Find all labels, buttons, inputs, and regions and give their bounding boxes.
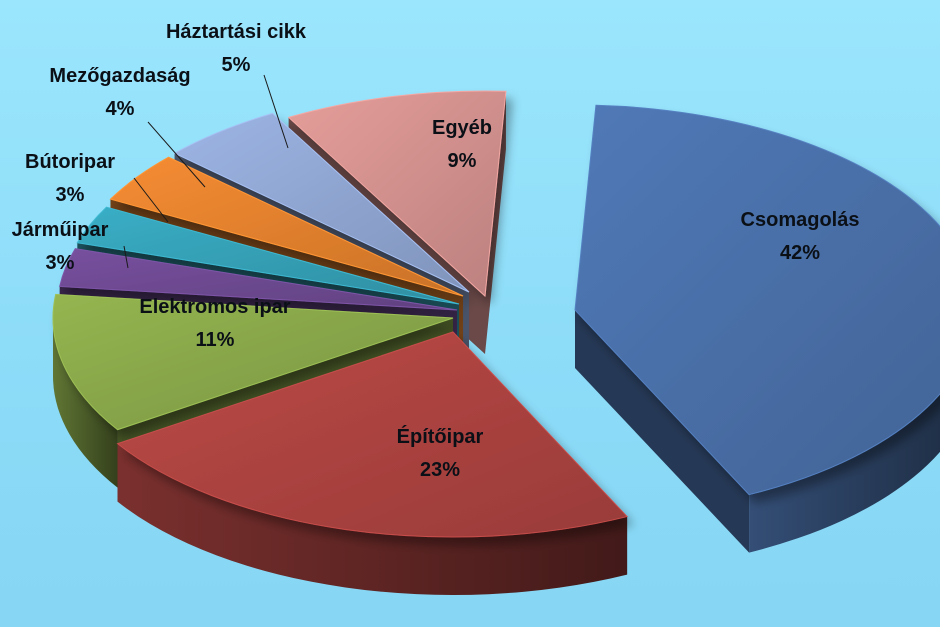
slice-percent-7: 9% <box>448 150 477 172</box>
pie-slice-1 <box>116 331 629 538</box>
slice-rim-0-0 <box>749 393 940 553</box>
pie-slice-6 <box>173 112 470 293</box>
leader-line-4 <box>133 177 169 223</box>
slice-percent-3: 3% <box>46 252 75 274</box>
slice-label-4: Bútoripar <box>25 151 115 173</box>
slice-rim-2-0 <box>53 318 118 488</box>
slice-label-1: Építőipar <box>397 425 484 448</box>
pie-slice-2 <box>52 293 454 431</box>
slice-wall-7-1 <box>485 91 506 354</box>
slice-tops <box>52 90 940 538</box>
slice-percent-2: 11% <box>196 329 235 351</box>
slice-label-0: Csomagolás <box>741 209 860 231</box>
slice-label-7: Egyéb <box>432 117 492 139</box>
slice-percent-1: 23% <box>420 459 460 481</box>
leader-lines <box>123 74 289 269</box>
leader-line-6 <box>263 74 289 149</box>
slice-label-5: Mezőgazdaság <box>49 65 190 87</box>
slice-label-6: Háztartási cikk <box>166 21 307 43</box>
slice-wall-0-1 <box>575 310 750 553</box>
data-labels: Csomagolás 42% Építőipar 23% Elektromos ipar… <box>12 21 860 481</box>
slice-label-3: Járműipar <box>12 219 109 241</box>
pie-slice-0 <box>574 104 940 496</box>
slice-percent-4: 3% <box>56 184 85 206</box>
pie-slice-3 <box>59 248 458 311</box>
pie-slice-4 <box>76 206 460 305</box>
pie-slice-7 <box>287 90 507 298</box>
pie-slice-5 <box>109 156 464 297</box>
slice-percent-6: 5% <box>222 54 251 76</box>
leader-line-3 <box>123 245 129 269</box>
leader-line-5 <box>147 121 206 188</box>
slice-percent-5: 4% <box>106 98 135 120</box>
slice-percent-0: 42% <box>780 242 820 264</box>
slice-rim-1-0 <box>117 443 628 595</box>
slice-label-2: Elektromos ipar <box>139 296 290 318</box>
